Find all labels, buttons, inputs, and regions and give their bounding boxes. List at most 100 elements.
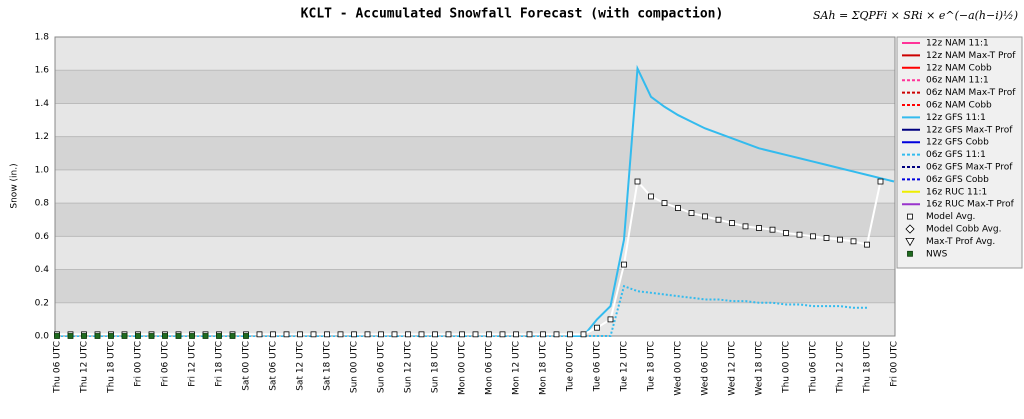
x-tick-label: Sun 06 UTC — [377, 341, 387, 393]
legend-item: NWS — [907, 249, 948, 259]
y-axis-label: Snow (in.) — [10, 163, 20, 208]
legend-label: 12z GFS Cobb — [926, 138, 989, 148]
marker — [351, 331, 357, 338]
marker — [216, 333, 222, 339]
x-tick-label: Wed 12 UTC — [728, 341, 738, 396]
marker — [553, 331, 560, 338]
marker — [905, 237, 915, 247]
marker — [67, 333, 74, 339]
x-tick-label: Tue 00 UTC — [566, 341, 576, 392]
x-tick-label: Sun 18 UTC — [431, 341, 441, 393]
marker — [715, 216, 722, 223]
legend-label: Model Avg. — [926, 212, 975, 222]
legend-item: Max-T Prof Avg. — [905, 237, 995, 247]
x-tick-label: Fri 00 UTC — [890, 341, 900, 387]
marker — [405, 331, 411, 338]
x-tick-label: Thu 00 UTC — [782, 341, 792, 394]
y-tick-label: 1.2 — [35, 132, 49, 142]
marker — [108, 333, 114, 339]
marker — [189, 333, 195, 339]
legend-label: NWS — [926, 249, 948, 259]
marker — [337, 331, 344, 338]
y-tick-label: 1.8 — [35, 33, 50, 43]
legend-label: 06z GFS Max-T Prof — [926, 163, 1013, 173]
y-tick-label: 0.4 — [35, 265, 50, 275]
legend-item: 12z NAM 11:1 — [902, 39, 989, 49]
x-tick-label: Thu 18 UTC — [863, 341, 873, 394]
marker — [202, 333, 209, 339]
marker — [837, 236, 843, 243]
x-tick-label: Thu 06 UTC — [809, 341, 819, 394]
x-tick-label: Tue 06 UTC — [593, 341, 603, 392]
marker — [310, 331, 317, 338]
marker — [783, 230, 789, 236]
marker — [823, 235, 830, 241]
marker — [472, 331, 479, 338]
marker — [283, 331, 290, 338]
x-tick-label: Mon 06 UTC — [485, 341, 495, 395]
x-tick-label: Fri 00 UTC — [134, 341, 144, 387]
marker — [81, 333, 87, 339]
marker — [702, 213, 708, 220]
marker — [648, 193, 654, 200]
marker — [229, 333, 236, 339]
marker — [905, 224, 915, 234]
legend-label: 12z GFS 11:1 — [926, 113, 986, 123]
marker — [769, 226, 776, 233]
legend-label: 16z RUC Max-T Prof — [926, 200, 1015, 210]
marker — [378, 331, 384, 338]
marker — [688, 210, 695, 216]
x-tick-label: Thu 12 UTC — [80, 341, 90, 394]
marker — [607, 316, 614, 323]
x-tick-label: Thu 12 UTC — [836, 341, 846, 394]
legend-item: 06z NAM Cobb — [902, 101, 992, 111]
legend-label: 06z NAM 11:1 — [926, 76, 989, 86]
legend-item: 16z RUC 11:1 — [902, 187, 987, 197]
marker — [256, 331, 263, 338]
marker — [877, 178, 884, 185]
legend-label: 06z GFS Cobb — [926, 175, 989, 185]
marker — [756, 225, 762, 231]
legend-label: Model Cobb Avg. — [926, 225, 1002, 235]
marker — [907, 250, 913, 257]
legend-label: 12z NAM 11:1 — [926, 39, 989, 49]
x-tick-label: Wed 00 UTC — [674, 341, 684, 396]
chart-title: KCLT - Accumulated Snowfall Forecast (wi… — [301, 7, 724, 22]
marker — [162, 333, 168, 339]
marker — [661, 200, 668, 207]
marker — [729, 220, 735, 226]
legend-item: 12z GFS 11:1 — [902, 113, 986, 123]
x-tick-label: Mon 18 UTC — [539, 341, 549, 395]
legend-item: 12z NAM Cobb — [902, 63, 992, 73]
x-tick-label: Thu 06 UTC — [53, 341, 63, 394]
marker — [796, 231, 803, 238]
marker — [907, 213, 913, 220]
legend-label: Max-T Prof Avg. — [926, 237, 995, 247]
x-tick-label: Sat 00 UTC — [242, 341, 252, 391]
legend-item: 06z NAM Max-T Prof — [902, 88, 1016, 98]
series-line — [570, 64, 895, 337]
marker — [634, 178, 641, 185]
marker — [391, 331, 398, 338]
x-tick-label: Thu 18 UTC — [107, 341, 117, 394]
legend-item: 06z GFS 11:1 — [902, 150, 986, 160]
marker — [54, 333, 60, 339]
x-tick-label: Sat 18 UTC — [323, 341, 333, 391]
x-tick-label: Fri 18 UTC — [215, 341, 225, 387]
x-tick-label: Sun 12 UTC — [404, 341, 414, 393]
legend-item: 06z GFS Cobb — [902, 175, 989, 185]
legend-item: 06z NAM 11:1 — [902, 76, 989, 86]
marker — [135, 333, 141, 339]
y-tick-label: 0.8 — [35, 199, 50, 209]
grid-band — [55, 203, 895, 237]
x-tick-label: Wed 18 UTC — [755, 341, 765, 396]
marker — [864, 241, 870, 248]
marker — [675, 205, 681, 211]
marker — [594, 324, 600, 331]
x-tick-label: Tue 18 UTC — [647, 341, 657, 392]
x-tick-label: Sun 00 UTC — [350, 341, 360, 393]
marker — [621, 261, 627, 268]
legend-label: 12z NAM Max-T Prof — [926, 51, 1016, 61]
x-tick-label: Fri 06 UTC — [161, 341, 171, 387]
